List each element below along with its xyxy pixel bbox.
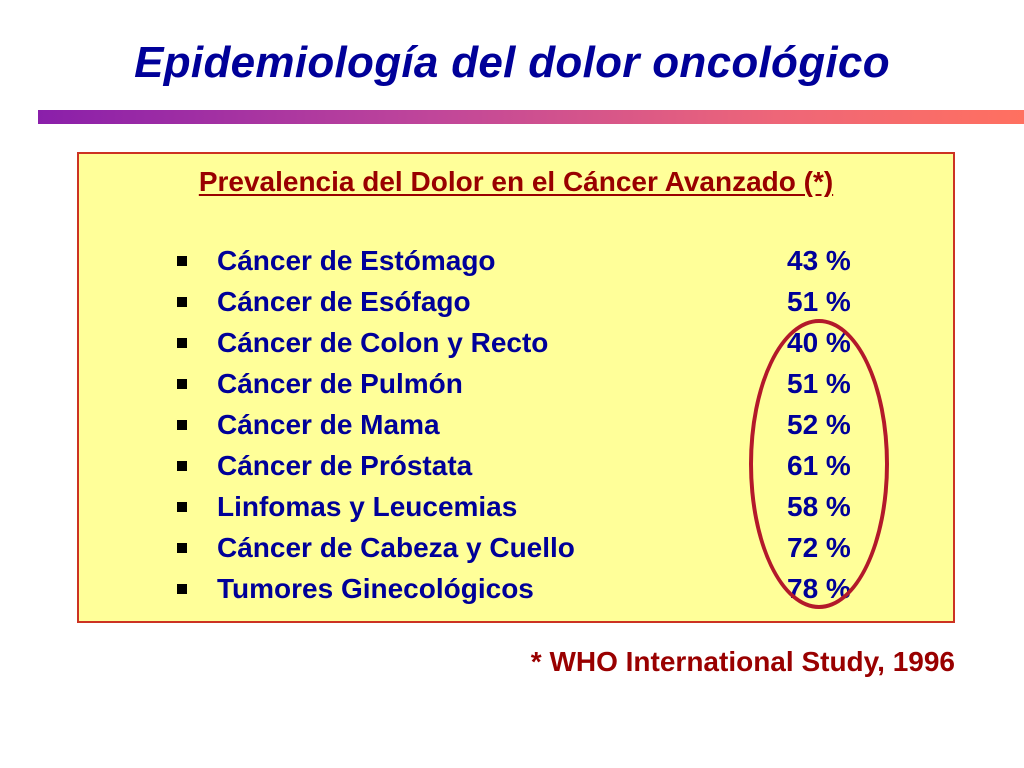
list-item: Linfomas y Leucemias 58 %	[171, 489, 871, 530]
square-bullet-icon	[177, 338, 187, 348]
source-footnote: * WHO International Study, 1996	[530, 646, 955, 677]
item-label: Cáncer de Pulmón	[217, 368, 463, 399]
item-label: Cáncer de Cabeza y Cuello	[217, 532, 575, 563]
item-label: Cáncer de Estómago	[217, 245, 496, 276]
square-bullet-icon	[177, 461, 187, 471]
item-label: Cáncer de Colon y Recto	[217, 327, 549, 358]
item-label: Cáncer de Mama	[217, 409, 440, 440]
panel-heading: Prevalencia del Dolor en el Cáncer Avanz…	[198, 166, 834, 197]
square-bullet-icon	[177, 379, 187, 389]
item-label: Linfomas y Leucemias	[217, 491, 518, 522]
square-bullet-icon	[177, 297, 187, 307]
square-bullet-icon	[177, 256, 187, 266]
list-item: Tumores Ginecológicos 78 %	[171, 571, 871, 612]
square-bullet-icon	[177, 420, 187, 430]
slide-title: Epidemiología del dolor oncológico	[134, 38, 890, 87]
list-item: Cáncer de Esófago 51 %	[171, 284, 871, 325]
item-value: 43 %	[787, 245, 851, 276]
square-bullet-icon	[177, 502, 187, 512]
list-item: Cáncer de Colon y Recto 40 %	[171, 325, 871, 366]
item-value: 51 %	[787, 286, 851, 317]
square-bullet-icon	[177, 584, 187, 594]
square-bullet-icon	[177, 543, 187, 553]
list-item: Cáncer de Estómago 43 %	[171, 243, 871, 284]
item-label: Cáncer de Esófago	[217, 286, 471, 317]
item-label: Tumores Ginecológicos	[217, 573, 534, 604]
highlight-circle	[749, 319, 889, 609]
item-label: Cáncer de Próstata	[217, 450, 473, 481]
prevalence-panel: Prevalencia del Dolor en el Cáncer Avanz…	[77, 152, 955, 623]
title-gradient-rule	[38, 110, 1024, 124]
